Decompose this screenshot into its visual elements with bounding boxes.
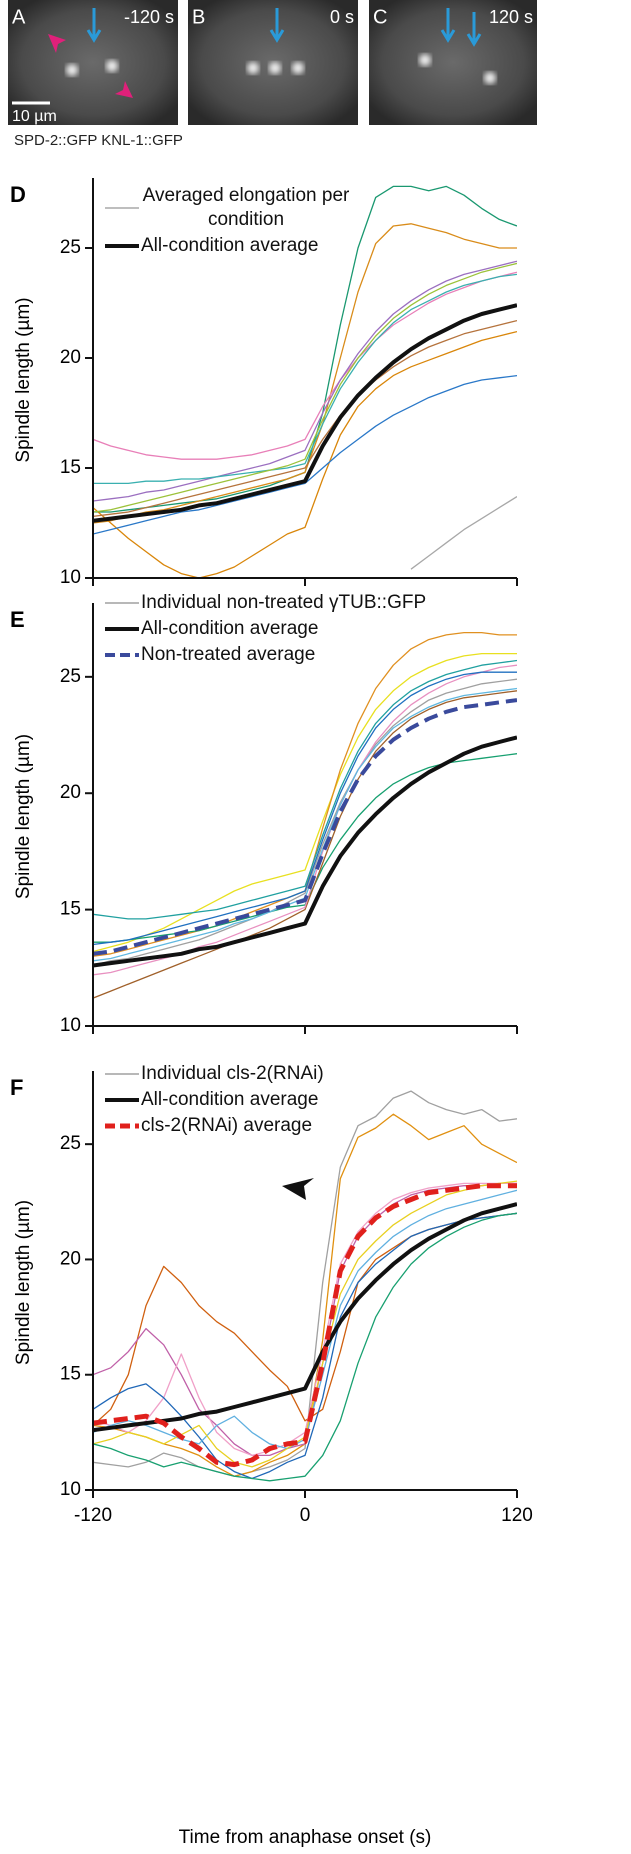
y-tick-label: 15	[60, 899, 81, 920]
legend-label: Individual non-treated γTUB::GFP	[141, 592, 427, 613]
arrowhead	[282, 1178, 314, 1200]
series-line	[93, 223, 517, 524]
series-line	[93, 659, 517, 920]
micrograph-a	[8, 0, 178, 125]
series-line	[93, 698, 517, 956]
legend-entry: cls-2(RNAi) average	[103, 1114, 324, 1138]
y-axis-label: Spindle length (µm)	[13, 734, 34, 899]
series-line	[93, 273, 517, 485]
series-line	[93, 671, 517, 946]
y-tick-label: 15	[60, 1364, 81, 1385]
series-line	[93, 1212, 517, 1480]
y-tick-label: 15	[60, 457, 81, 478]
legend: Individual cls-2(RNAi) All-condition aver…	[103, 1062, 324, 1140]
legend-swatch	[105, 627, 139, 631]
series-line	[93, 260, 517, 502]
series-line	[93, 1202, 517, 1433]
y-axis-label: Spindle length (µm)	[13, 297, 34, 462]
y-tick-label: 25	[60, 237, 81, 258]
legend-swatch	[105, 1073, 139, 1075]
y-tick-label: 10	[60, 1479, 81, 1500]
image-label: C	[373, 6, 387, 28]
series-line	[93, 262, 517, 513]
y-axis-label: Spindle length (µm)	[13, 1200, 34, 1365]
legend-entry: Averaged elongation per condition	[103, 184, 351, 232]
series-line	[93, 1212, 517, 1482]
legend-swatch	[105, 1123, 139, 1129]
scale-bar-label: 10 µm	[12, 108, 57, 125]
legend-label: All-condition average	[141, 1089, 319, 1110]
caption: SPD-2::GFP KNL-1::GFP	[14, 132, 183, 149]
series-line	[93, 664, 517, 976]
x-tick-label: 0	[300, 1505, 311, 1526]
series-line	[93, 1189, 517, 1450]
micrograph-b	[188, 0, 358, 125]
series-line	[410, 496, 517, 570]
legend-entry: All-condition average	[103, 617, 426, 641]
y-tick-label: 20	[60, 782, 81, 803]
series-line	[93, 690, 517, 999]
y-tick-label: 10	[60, 567, 81, 588]
panel-label: E	[10, 607, 25, 632]
series-line	[93, 330, 517, 578]
series-line	[93, 1183, 517, 1468]
image-label: A	[12, 6, 26, 28]
x-axis-label: Time from anaphase onset (s)	[179, 1827, 432, 1848]
legend-entry: Non-treated average	[103, 643, 426, 667]
series-line	[93, 735, 517, 968]
series-line	[93, 374, 517, 535]
legend: Averaged elongation per condition All-con…	[103, 184, 351, 260]
legend-swatch	[105, 244, 139, 248]
y-tick-label: 20	[60, 1248, 81, 1269]
series-line	[93, 303, 517, 523]
legend-entry: All-condition average	[103, 234, 351, 258]
panel-label: F	[10, 1075, 23, 1100]
series-line	[93, 652, 517, 953]
image-time: 120 s	[489, 7, 533, 27]
legend-label: Individual cls-2(RNAi)	[141, 1063, 324, 1084]
legend-label: Non-treated average	[141, 644, 316, 665]
legend-swatch	[105, 602, 139, 604]
legend-label: All-condition average	[141, 618, 319, 639]
panel-label: D	[10, 182, 26, 207]
y-tick-label: 25	[60, 1133, 81, 1154]
series-line	[93, 678, 517, 967]
series-line	[93, 271, 517, 460]
y-tick-label: 10	[60, 1015, 81, 1036]
image-time: 0 s	[330, 7, 354, 27]
legend-label: Averaged elongation per condition	[142, 185, 350, 230]
x-tick-label: -120	[74, 1505, 112, 1526]
image-label: B	[192, 6, 205, 28]
series-line	[93, 1212, 517, 1426]
series-line	[93, 753, 517, 943]
series-line	[93, 1090, 517, 1477]
legend-swatch	[105, 653, 139, 657]
x-tick-label: 120	[501, 1505, 533, 1526]
legend-entry: Individual non-treated γTUB::GFP	[103, 591, 426, 615]
legend-swatch	[105, 1098, 139, 1102]
image-time: -120 s	[124, 7, 174, 27]
legend-entry: Individual cls-2(RNAi)	[103, 1062, 324, 1086]
legend-swatch	[105, 207, 139, 209]
y-tick-label: 20	[60, 347, 81, 368]
y-tick-label: 25	[60, 666, 81, 687]
legend-entry: All-condition average	[103, 1088, 324, 1112]
micrograph-c	[369, 0, 537, 125]
legend-label: All-condition average	[141, 235, 319, 256]
series-line	[93, 319, 517, 518]
legend-label: cls-2(RNAi) average	[141, 1115, 313, 1136]
